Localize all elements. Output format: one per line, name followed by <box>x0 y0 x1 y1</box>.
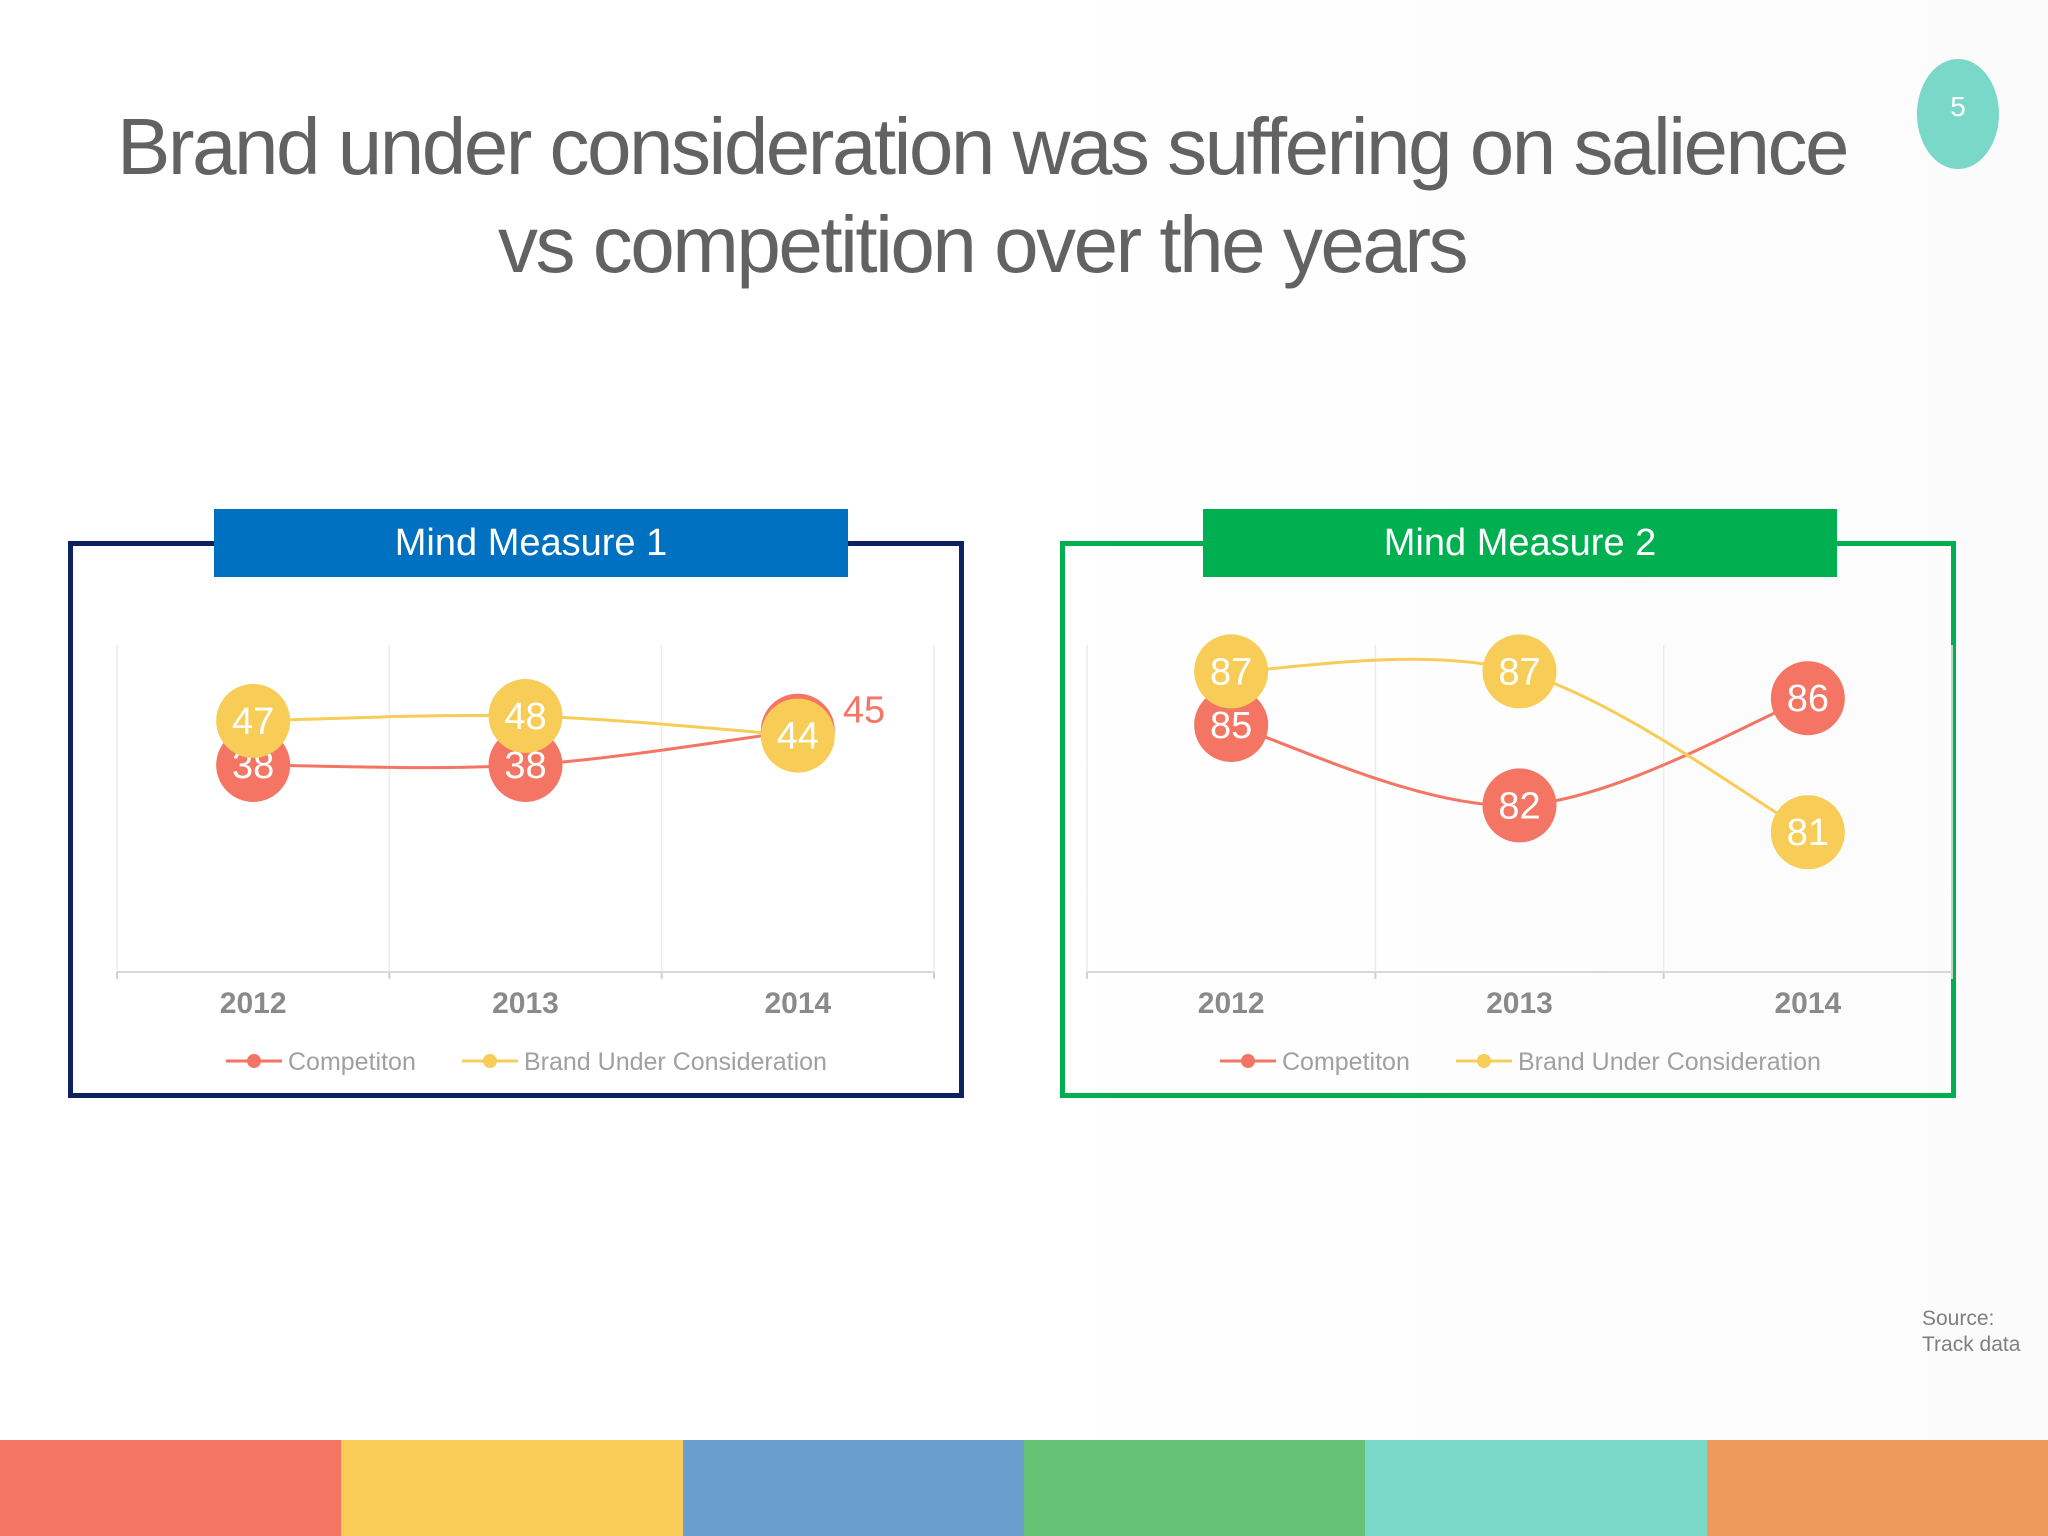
color-bar-segment <box>1706 1440 2048 1536</box>
chart-1-legend-marker <box>483 1054 497 1068</box>
chart-1-x-label: 2014 <box>764 987 831 1020</box>
color-bar-segment <box>341 1440 684 1536</box>
source-label: Source: <box>1922 1307 1995 1330</box>
chart-1-brand-point <box>488 679 563 753</box>
chart-2-legend-label: Brand Under Consideration <box>1518 1048 1821 1076</box>
chart-2: 2012 2013 2014 85 82 86 87 87 81 Competiton Brand … <box>1086 634 1953 1076</box>
chart-1-brand-data-label: 47 <box>232 701 274 743</box>
page-number-badge: 5 <box>1917 59 1999 169</box>
slide-title: Brand under consideration was suffering … <box>100 98 1864 294</box>
chart-2-x-label: 2014 <box>1774 987 1841 1020</box>
chart-2-brand-point <box>1194 634 1269 709</box>
chart-2-title: Mind Measure 2 <box>1203 509 1837 577</box>
chart-1-title: Mind Measure 1 <box>214 509 848 577</box>
chart-2-competition-data-label: 82 <box>1498 785 1540 827</box>
chart-1-brand-data-label: 44 <box>777 716 819 758</box>
chart-2-brand-data-label: 81 <box>1787 812 1829 854</box>
chart-2-competition-data-label: 85 <box>1210 705 1252 747</box>
chart-2-legend-marker <box>1477 1054 1491 1068</box>
background-shade <box>990 0 2048 1440</box>
source-value: Track data <box>1922 1333 2021 1356</box>
chart-1-legend-label: Competiton <box>288 1048 416 1076</box>
chart-2-brand-point <box>1482 634 1557 709</box>
chart-2-competition-point <box>1482 768 1557 843</box>
chart-2-x-label: 2013 <box>1486 987 1553 1020</box>
footer-color-bar <box>0 1440 2048 1536</box>
chart-1-brand-point <box>216 683 291 758</box>
chart-2-legend-label: Competiton <box>1282 1048 1410 1076</box>
chart-1-competition-data-label: 45 <box>843 690 885 732</box>
chart-2-brand-data-label: 87 <box>1498 651 1540 693</box>
chart-2-x-label: 2012 <box>1198 987 1265 1020</box>
chart-2-competition-point <box>1770 661 1845 736</box>
chart-2-competition-point <box>1194 688 1269 762</box>
chart-1-brand-data-label: 48 <box>504 696 546 738</box>
color-bar-segment <box>1024 1440 1367 1536</box>
chart-1-brand-point <box>760 698 835 773</box>
title-line-2: vs competition over the years <box>498 200 1468 289</box>
title-line-1: Brand under consideration was suffering … <box>117 102 1849 191</box>
chart-2-legend-marker <box>1241 1054 1255 1068</box>
chart-2-brand-point <box>1770 795 1845 870</box>
chart-1-x-label: 2012 <box>220 987 287 1020</box>
chart-1-legend-marker <box>247 1054 261 1068</box>
chart-1-x-label: 2013 <box>492 987 559 1020</box>
color-bar-segment <box>682 1440 1025 1536</box>
chart-2-brand-data-label: 87 <box>1210 651 1252 693</box>
source-note: Source: Track data <box>1922 1306 2020 1358</box>
color-bar-segment <box>0 1440 343 1536</box>
chart-1-legend-label: Brand Under Consideration <box>524 1048 827 1076</box>
chart-2-competition-data-label: 86 <box>1787 678 1829 720</box>
color-bar-segment <box>1365 1440 1708 1536</box>
